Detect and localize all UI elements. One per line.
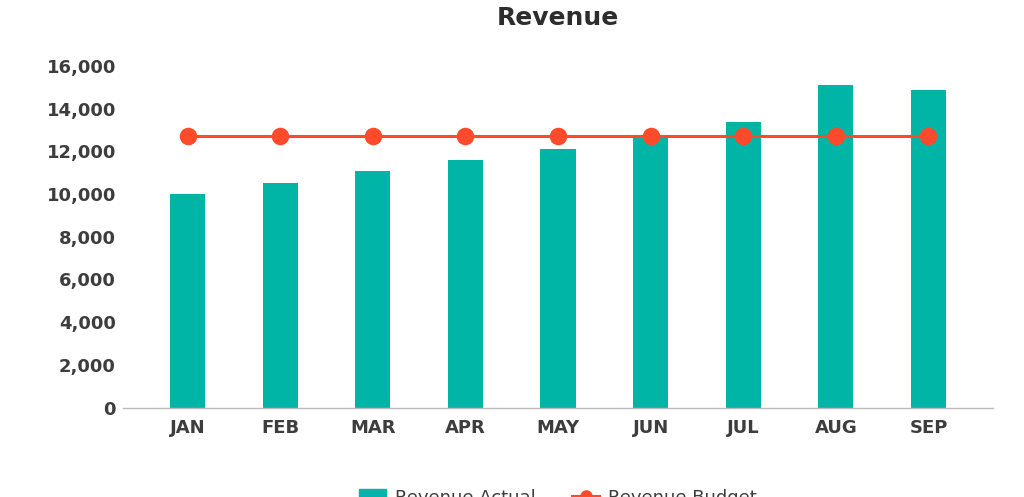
- Bar: [447, 160, 483, 408]
- Point: [272, 133, 289, 141]
- Point: [921, 133, 937, 141]
- Point: [365, 133, 381, 141]
- Legend: Revenue Actual, Revenue Budget: Revenue Actual, Revenue Budget: [352, 482, 764, 497]
- Point: [735, 133, 752, 141]
- Bar: [355, 170, 390, 408]
- Bar: [170, 194, 205, 408]
- Title: Revenue: Revenue: [497, 6, 620, 30]
- Bar: [263, 183, 298, 408]
- Point: [550, 133, 566, 141]
- Bar: [541, 149, 575, 408]
- Point: [458, 133, 474, 141]
- Point: [179, 133, 196, 141]
- Bar: [633, 137, 669, 408]
- Point: [827, 133, 844, 141]
- Bar: [818, 85, 853, 408]
- Bar: [726, 122, 761, 408]
- Bar: [911, 89, 946, 408]
- Point: [642, 133, 658, 141]
